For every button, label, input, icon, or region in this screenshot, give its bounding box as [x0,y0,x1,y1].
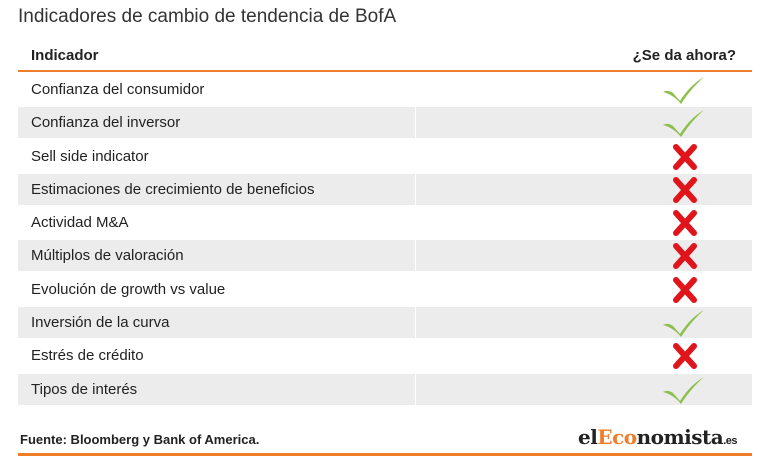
table-row: Inversión de la curva [18,307,752,339]
indicator-cell: Confianza del inversor [18,107,415,139]
source-note: Fuente: Bloomberg y Bank of America. [20,432,260,447]
indicator-label: Múltiplos de valoración [31,247,184,265]
logo-part-el: el [578,425,598,449]
indicator-cell: Múltiplos de valoración [18,240,415,272]
indicator-label: Confianza del inversor [31,114,181,132]
cross-icon [660,142,708,172]
table-row: Estimaciones de crecimiento de beneficio… [18,173,752,205]
indicator-cell: Inversión de la curva [18,307,415,339]
check-icon [660,108,708,138]
indicator-label: Estrés de crédito [31,347,144,365]
indicator-cell: Actividad M&A [18,207,415,238]
table-row: Confianza del consumidor [18,74,752,105]
table-header: Indicador ¿Se da ahora? [18,38,752,72]
indicator-label: Confianza del consumidor [31,81,205,98]
status-cell [416,373,752,405]
eleconomista-logo: elEconomista.es [578,425,737,449]
table-row: Tipos de interés [18,373,752,405]
cross-icon [660,208,708,238]
check-icon [660,75,708,105]
logo-part-nomista: nomista [636,425,724,449]
table-row: Múltiplos de valoración [18,240,752,272]
cross-icon [660,341,708,371]
indicators-table: Indicador ¿Se da ahora? Confianza del co… [18,38,752,407]
cross-icon [660,241,708,271]
table-row: Estrés de crédito [18,340,752,372]
check-icon [660,308,708,338]
footer-rule [18,453,752,456]
logo-part-eco: Eco [597,425,637,449]
status-cell [416,307,752,339]
indicator-cell: Estimaciones de crecimiento de beneficio… [18,173,415,205]
table-row: Confianza del inversor [18,107,752,139]
indicator-cell: Sell side indicator [18,141,415,172]
indicator-cell: Confianza del consumidor [18,74,415,105]
table-row: Evolución de growth vs value [18,273,752,305]
cross-icon [660,175,708,205]
indicator-label: Actividad M&A [31,214,129,232]
indicator-label: Tipos de interés [31,380,138,398]
check-icon [660,375,708,405]
header-status: ¿Se da ahora? [632,47,736,64]
indicator-cell: Tipos de interés [18,373,415,405]
indicator-label: Inversión de la curva [31,314,170,332]
indicator-label: Evolución de growth vs value [31,280,226,298]
page-title: Indicadores de cambio de tendencia de Bo… [18,6,397,27]
table-row: Sell side indicator [18,140,752,172]
table-body: Confianza del consumidor Confianza del in… [18,74,752,405]
status-cell [416,107,752,139]
cross-icon [660,275,708,305]
indicator-label: Estimaciones de crecimiento de beneficio… [31,180,315,198]
indicator-label: Sell side indicator [31,147,149,165]
indicator-cell: Estrés de crédito [18,340,415,371]
header-indicator: Indicador [31,47,99,64]
indicator-cell: Evolución de growth vs value [18,274,415,305]
logo-part-tld: .es [723,435,737,447]
table-row: Actividad M&A [18,207,752,239]
